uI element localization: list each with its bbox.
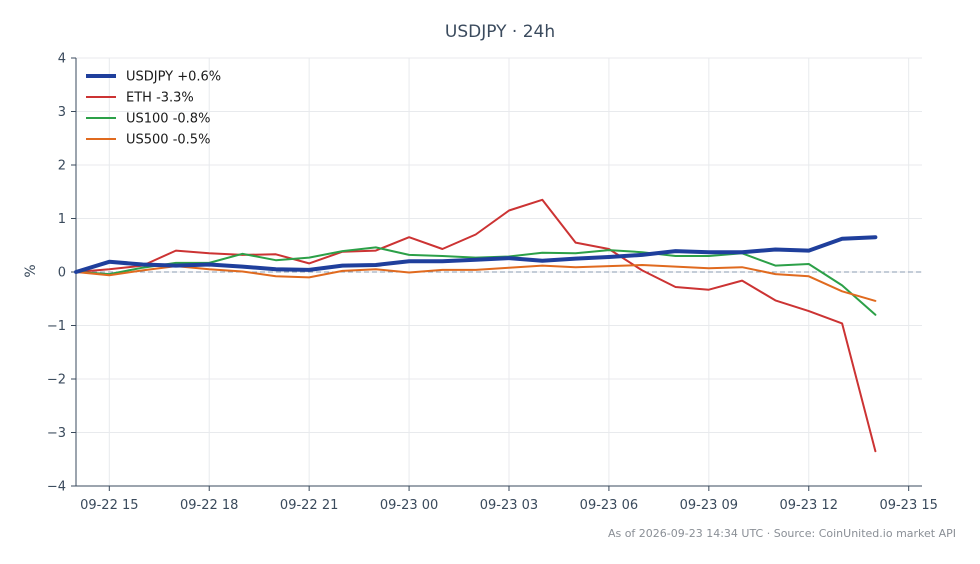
x-tick-label: 09-23 00: [380, 498, 438, 513]
y-tick-label: −3: [47, 426, 66, 441]
chart-title: USDJPY · 24h: [445, 22, 555, 42]
y-tick-label: −1: [47, 319, 66, 334]
y-tick-label: 3: [58, 105, 66, 120]
series-line-us500: [75, 264, 877, 302]
series-line-us100: [75, 246, 877, 316]
legend-label: ETH -3.3%: [126, 91, 194, 106]
x-tick-label: 09-22 21: [280, 498, 338, 513]
series-lines: [74, 198, 878, 453]
y-tick-label: −2: [47, 373, 66, 388]
series-line-eth: [75, 198, 877, 453]
legend-label: US100 -0.8%: [126, 112, 210, 127]
y-axis-label: %: [23, 264, 39, 277]
series-line-usdjpy: [74, 235, 878, 274]
x-tick-label: 09-22 15: [80, 498, 138, 513]
x-tick-label: 09-23 06: [580, 498, 638, 513]
y-tick-label: −4: [47, 480, 66, 495]
y-tick-label: 2: [58, 159, 66, 174]
x-tick-label: 09-23 12: [780, 498, 838, 513]
legend: USDJPY +0.6% ETH -3.3% US100 -0.8% US500 -0…: [86, 70, 221, 148]
x-tick-label: 09-23 09: [680, 498, 738, 513]
footer-source: As of 2026-09-23 14:34 UTC · Source: Coi…: [608, 527, 956, 540]
x-tick-label: 09-22 18: [180, 498, 238, 513]
x-tick-label: 09-23 03: [480, 498, 538, 513]
x-tick-label: 09-23 15: [879, 498, 937, 513]
y-tick-label: 1: [58, 212, 66, 227]
legend-label: US500 -0.5%: [126, 133, 210, 148]
y-tick-label: 4: [58, 52, 66, 67]
axes: 4 3 2 1 0 −1 −2 −3 −4 09-22 15 09-22 18 09-22 21 09-…: [47, 52, 938, 514]
legend-label: USDJPY +0.6%: [126, 70, 221, 85]
y-tick-label: 0: [58, 266, 66, 281]
